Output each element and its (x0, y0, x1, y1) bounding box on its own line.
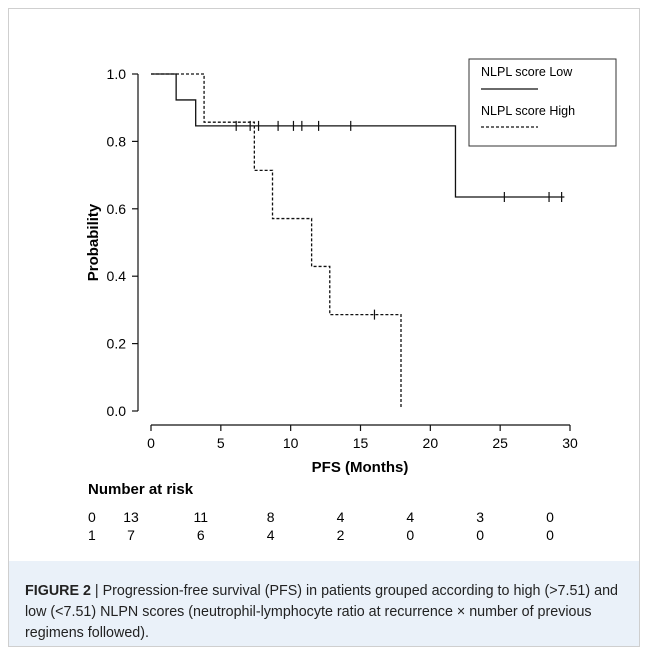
legend-entry-high: NLPL score High (481, 104, 575, 118)
x-tick-label: 10 (283, 435, 299, 451)
figure-caption: FIGURE 2 | Progression-free survival (PF… (25, 581, 625, 644)
caption-label: FIGURE 2 (25, 583, 91, 599)
x-axis-title: PFS (Months) (312, 459, 409, 476)
risk-value: 7 (127, 527, 135, 543)
curve-low (151, 73, 565, 198)
axes: 0 5 10 15 20 25 30 0.0 0.2 0.4 0.6 0.8 1.0 PFS (Month… (85, 66, 578, 476)
y-tick-label: 0.4 (107, 268, 127, 284)
caption-bar: FIGURE 2 | Progression-free survival (PF… (9, 561, 639, 646)
x-tick-label: 15 (353, 435, 369, 451)
survival-curves (151, 73, 565, 408)
risk-table: Number at risk 0 13 11 8 4 4 3 0 1 7 6 4 2 0 0 0 (88, 481, 554, 543)
risk-value: 6 (197, 527, 205, 543)
y-tick-label: 0.8 (107, 133, 127, 149)
x-tick-label: 30 (562, 435, 578, 451)
legend: NLPL score Low NLPL score High (468, 58, 617, 147)
x-tick-label: 5 (217, 435, 225, 451)
risk-row-label: 1 (88, 527, 96, 543)
y-axis-title: Probability (85, 203, 102, 281)
risk-value: 0 (546, 527, 554, 543)
caption-text: Progression-free survival (PFS) in patie… (25, 583, 618, 641)
y-tick-label: 0.0 (107, 403, 127, 419)
y-tick-label: 0.6 (107, 201, 127, 217)
risk-value: 0 (476, 527, 484, 543)
risk-value: 4 (267, 527, 275, 543)
caption-separator: | (90, 583, 103, 599)
risk-value: 4 (406, 509, 414, 525)
curve-high (151, 73, 402, 408)
risk-table-title: Number at risk (88, 481, 194, 498)
risk-value: 0 (406, 527, 414, 543)
x-tick-label: 25 (492, 435, 508, 451)
risk-value: 3 (476, 509, 484, 525)
y-tick-label: 0.2 (107, 336, 127, 352)
risk-row-label: 0 (88, 509, 96, 525)
y-tick-label: 1.0 (107, 66, 127, 82)
x-tick-label: 20 (423, 435, 439, 451)
risk-value: 4 (337, 509, 345, 525)
legend-box (468, 58, 617, 147)
x-tick-label: 0 (147, 435, 155, 451)
risk-value: 2 (337, 527, 345, 543)
legend-entry-low: NLPL score Low (481, 65, 573, 79)
risk-value: 0 (546, 509, 554, 525)
risk-value: 13 (123, 509, 139, 525)
risk-value: 8 (267, 509, 275, 525)
risk-value: 11 (194, 509, 209, 525)
